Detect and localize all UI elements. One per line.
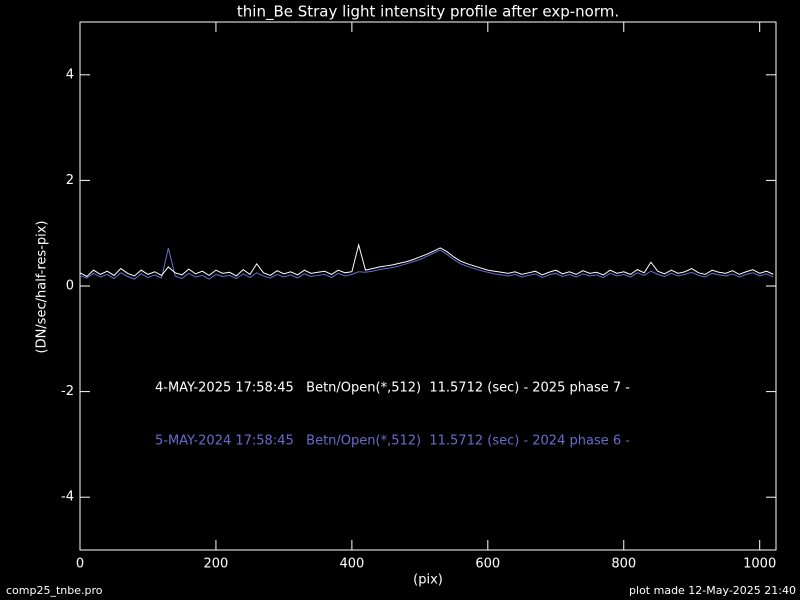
y-tick-label: 4 (66, 67, 74, 82)
y-tick-label: -4 (61, 490, 74, 505)
x-axis-label: (pix) (413, 573, 443, 588)
y-tick-label: 0 (66, 279, 74, 294)
y-tick-label: -2 (61, 384, 74, 399)
plot-frame (79, 21, 777, 551)
y-axis-label: (DN/sec/half-res-pix) (35, 220, 50, 353)
legend-entry: 4-MAY-2025 17:58:45 Betn/Open(*,512) 11.… (155, 381, 630, 396)
x-tick-label: 200 (204, 557, 229, 572)
x-tick-label: 600 (475, 557, 500, 572)
legend-entry: 5-MAY-2024 17:58:45 Betn/Open(*,512) 11.… (155, 434, 630, 449)
series-line (79, 247, 774, 280)
footer-left: comp25_tnbe.pro (6, 584, 103, 597)
footer-right: plot made 12-May-2025 21:40 (629, 584, 796, 597)
y-tick-label: 2 (66, 173, 74, 188)
x-tick-label: 1000 (743, 557, 776, 572)
chart-title: thin_Be Stray light intensity profile af… (237, 3, 619, 22)
x-tick-label: 0 (76, 557, 84, 572)
x-tick-label: 800 (611, 557, 636, 572)
series-line (79, 242, 774, 278)
x-tick-label: 400 (339, 557, 364, 572)
